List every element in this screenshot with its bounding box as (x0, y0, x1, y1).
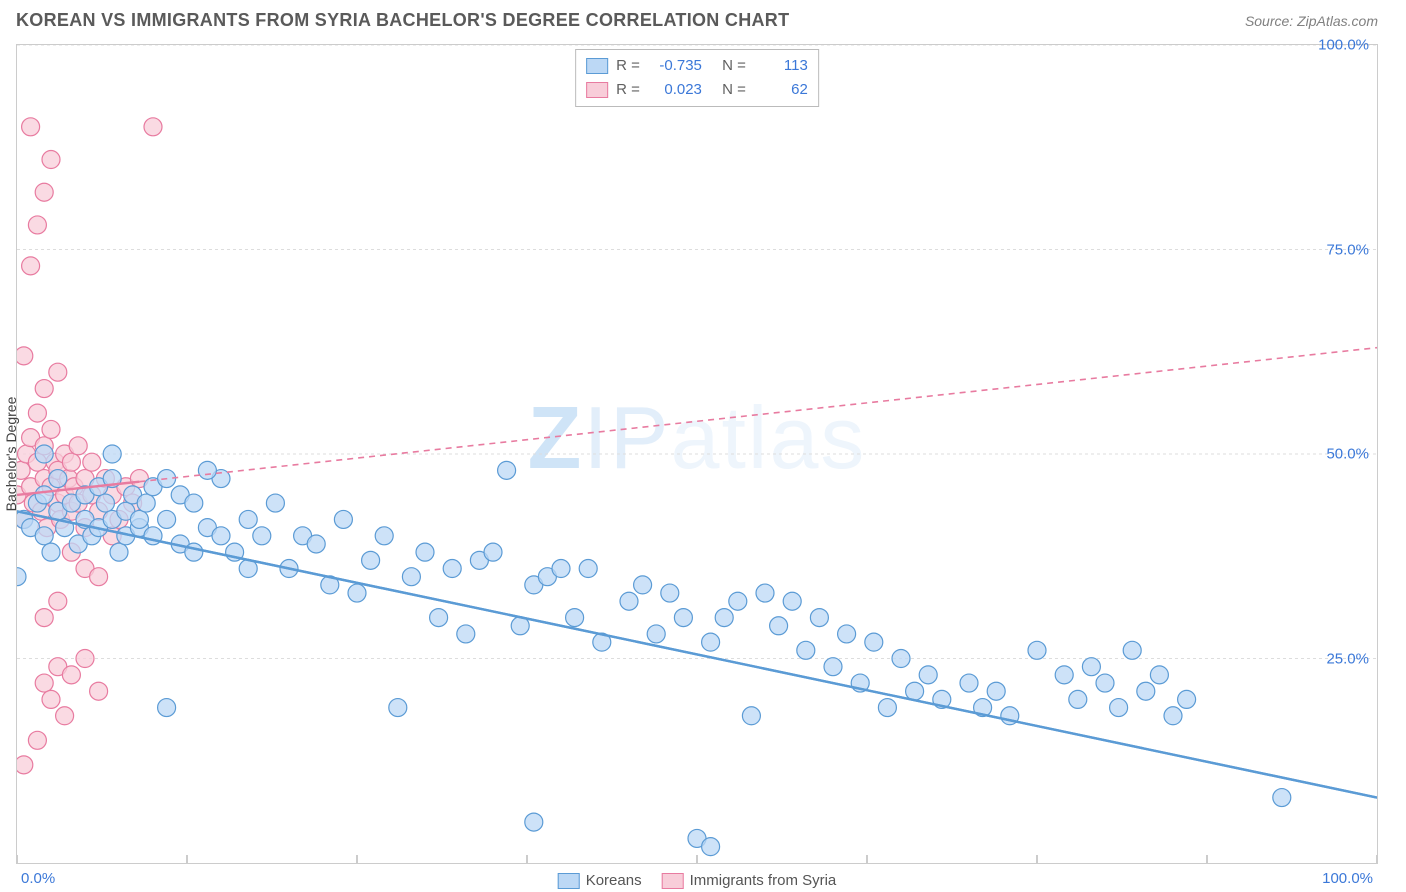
swatch-syria (586, 82, 608, 98)
chart-source: Source: ZipAtlas.com (1245, 13, 1378, 29)
chart-area: Bachelor's Degree ZIPatlas R = -0.735 N … (16, 44, 1378, 864)
y-tick-label: 100.0% (1318, 37, 1369, 54)
chart-header: KOREAN VS IMMIGRANTS FROM SYRIA BACHELOR… (0, 0, 1406, 37)
legend-series: Koreans Immigrants from Syria (558, 872, 837, 889)
x-axis-min-label: 0.0% (21, 870, 55, 887)
x-axis-max-label: 100.0% (1322, 870, 1373, 887)
legend-row-koreans: R = -0.735 N = 113 (586, 54, 808, 78)
swatch-koreans (586, 58, 608, 74)
swatch-koreans-icon (558, 873, 580, 889)
legend-item-koreans: Koreans (558, 872, 642, 889)
swatch-syria-icon (662, 873, 684, 889)
legend-correlation: R = -0.735 N = 113 R = 0.023 N = 62 (575, 49, 819, 107)
y-tick-label: 75.0% (1326, 241, 1369, 258)
y-tick-label: 50.0% (1326, 446, 1369, 463)
legend-row-syria: R = 0.023 N = 62 (586, 78, 808, 102)
legend-item-syria: Immigrants from Syria (662, 872, 837, 889)
scatter-plot (17, 45, 1377, 863)
y-tick-label: 25.0% (1326, 650, 1369, 667)
chart-title: KOREAN VS IMMIGRANTS FROM SYRIA BACHELOR… (16, 10, 789, 31)
